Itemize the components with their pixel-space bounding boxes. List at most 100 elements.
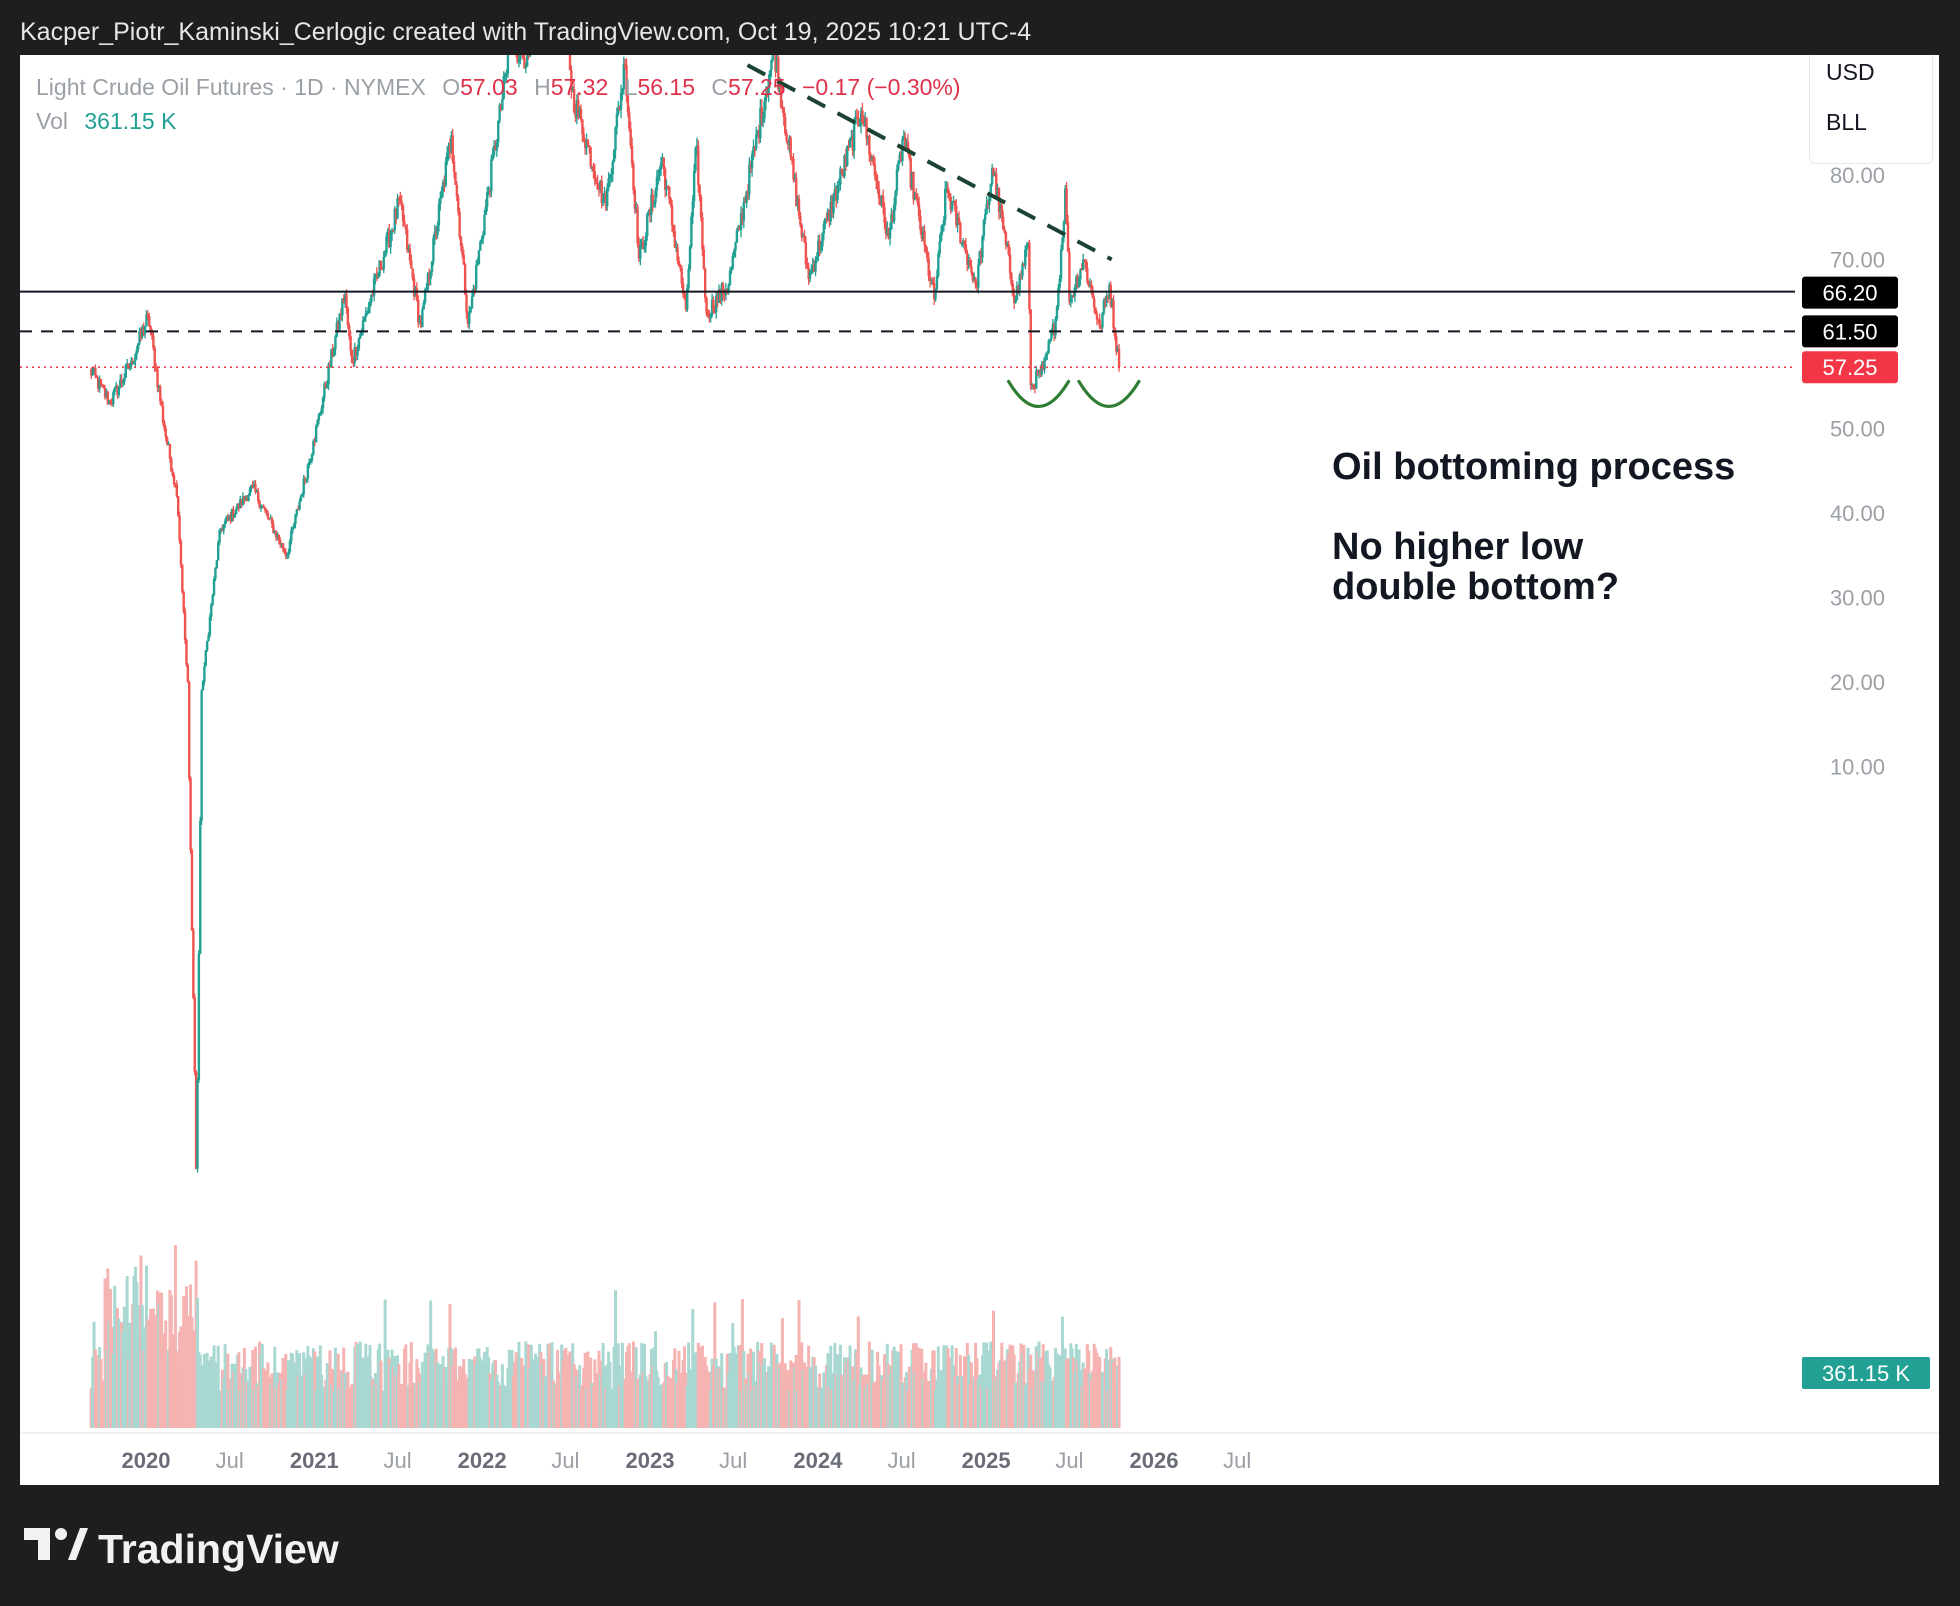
candle-body	[226, 517, 230, 519]
candle-body	[163, 422, 166, 429]
candle-body	[972, 278, 976, 281]
candle-body	[865, 117, 868, 139]
volume-bar	[404, 1344, 408, 1428]
candle-body	[1037, 369, 1041, 374]
candle-body	[375, 273, 379, 276]
candle-body	[105, 392, 108, 398]
candle-body	[679, 266, 682, 269]
candle-body	[252, 483, 256, 488]
volume-bar	[780, 1318, 784, 1428]
candle-body	[269, 518, 272, 520]
symbol-legend: Light Crude Oil Futures · 1D · NYMEX O57…	[36, 74, 961, 101]
symbol-title[interactable]: Light Crude Oil Futures · 1D · NYMEX	[36, 74, 426, 100]
candle-body	[1008, 254, 1012, 274]
candle-body	[768, 70, 772, 81]
candle-body	[136, 343, 140, 350]
candle-body	[581, 119, 584, 135]
candle-body	[239, 499, 242, 508]
candle-body	[659, 162, 663, 170]
candle-body	[175, 484, 179, 497]
candle-body	[306, 464, 310, 479]
candle-body	[1110, 300, 1114, 306]
candle-body	[273, 530, 276, 534]
candle-body	[1083, 259, 1086, 261]
candle-body	[982, 220, 986, 237]
candle-body	[364, 313, 368, 318]
candle-body	[804, 242, 808, 265]
candle-body	[292, 524, 296, 528]
candle-body	[313, 441, 316, 443]
candle-body	[1066, 221, 1070, 252]
candle-body	[891, 214, 895, 222]
candle-body	[763, 101, 766, 119]
candle-body	[957, 217, 961, 224]
candle-body	[592, 166, 595, 172]
candle-body	[796, 198, 799, 206]
candle-body	[1058, 278, 1061, 288]
candle-body	[1084, 259, 1088, 269]
candle-body	[295, 509, 299, 515]
candle-body	[399, 199, 402, 202]
candle-body	[797, 198, 801, 216]
candle-body	[644, 236, 648, 246]
candle-body	[241, 496, 245, 506]
candle-body	[490, 159, 493, 192]
candle-body	[361, 320, 365, 332]
candle-body	[1021, 263, 1024, 277]
candle-body	[1004, 232, 1008, 246]
currency-label[interactable]: USD	[1826, 59, 1875, 85]
candle-body	[748, 164, 751, 195]
candle-body	[120, 379, 123, 383]
candle-body	[1098, 319, 1101, 328]
candle-body	[1099, 327, 1103, 329]
candle-body	[519, 55, 522, 60]
candle-body	[301, 494, 304, 496]
candle-body	[862, 123, 866, 126]
candle-body	[942, 220, 946, 225]
candle-body	[230, 509, 234, 522]
candle-body	[755, 134, 758, 149]
volume-label[interactable]: Vol	[36, 108, 68, 134]
candle-body	[746, 191, 750, 195]
candle-body	[655, 177, 659, 191]
unit-label[interactable]: BLL	[1826, 109, 1867, 135]
candle-body	[245, 497, 249, 502]
candle-body	[847, 146, 850, 148]
candle-body	[594, 180, 598, 183]
candle-body	[455, 184, 459, 197]
candle-body	[600, 180, 603, 204]
candle-body	[978, 251, 981, 265]
candle-body	[338, 313, 341, 330]
candle-body	[706, 313, 710, 317]
candle-body	[299, 495, 303, 502]
candle-body	[205, 641, 209, 651]
candle-body	[156, 369, 159, 388]
candle-body	[524, 66, 528, 69]
candle-body	[418, 318, 421, 323]
tradingview-logo[interactable]: TradingView	[24, 1524, 339, 1572]
candle-body	[171, 471, 174, 476]
candle-body	[771, 55, 774, 61]
candle-body	[680, 268, 683, 284]
x-tick-label: Jul	[551, 1448, 579, 1473]
candle-body	[204, 650, 207, 667]
candle-body	[348, 325, 351, 337]
candle-body	[855, 116, 859, 119]
x-tick-label: 2020	[122, 1448, 171, 1473]
candle-body	[703, 268, 707, 299]
candle-body	[712, 299, 715, 311]
candle-body	[717, 289, 721, 303]
y-tick-label: 20.00	[1830, 670, 1885, 695]
candle-body	[578, 109, 581, 117]
chart-panel[interactable]: 140.00130.00120.00110.00100.0090.0080.00…	[20, 55, 1939, 1485]
candle-body	[502, 75, 505, 99]
candle-body	[199, 821, 202, 954]
candle-body	[635, 207, 638, 209]
candle-body	[963, 240, 966, 245]
currency-unit-box[interactable]: USD BLL	[1809, 55, 1933, 164]
candle-body	[178, 515, 181, 541]
candle-body	[710, 299, 714, 316]
candle-body	[208, 616, 212, 636]
candle-body	[824, 218, 827, 224]
price-chart[interactable]: 140.00130.00120.00110.00100.0090.0080.00…	[20, 55, 1939, 1485]
